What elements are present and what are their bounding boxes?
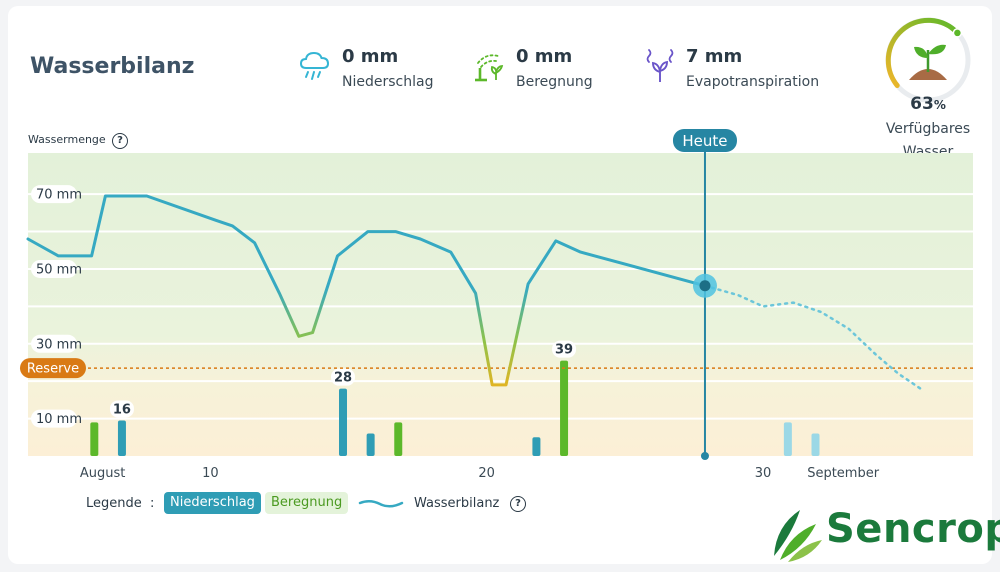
today-badge: [672, 129, 737, 152]
y-tick-background: [31, 185, 77, 204]
irrigation-label: Beregnung: [516, 74, 593, 90]
stat-evapotranspiration: 7 mm Evapotranspiration: [642, 42, 842, 98]
legend-title: Legende :: [86, 496, 155, 511]
page-title: Wasserbilanz: [30, 54, 195, 79]
reserve-badge: [20, 358, 86, 379]
y-tick-label: 70 mm: [36, 188, 82, 203]
bar-forecast[interactable]: [783, 422, 792, 456]
today-point[interactable]: [699, 280, 711, 292]
evapotranspiration-value: 7 mm: [686, 46, 743, 67]
sencrop-leaf-icon: [774, 510, 822, 562]
bar-precipitation[interactable]: [366, 433, 375, 456]
legend-item-precipitation[interactable]: Niederschlag: [164, 492, 261, 514]
reserve-label: Reserve: [27, 362, 79, 377]
bar-label-background: [331, 368, 355, 386]
bar-irrigation[interactable]: [394, 422, 403, 456]
available-water-gauge: 63% Verfügbares Wasser: [878, 14, 978, 164]
x-tick-label: 10: [202, 466, 219, 481]
bar-precipitation[interactable]: [532, 437, 541, 456]
gauge-percent: 63%: [910, 94, 946, 114]
water-balance-line-icon: [358, 500, 404, 508]
bar-irrigation[interactable]: [560, 360, 569, 456]
gauge-knob: [952, 28, 963, 38]
y-tick-background: [31, 409, 77, 428]
legend-item-irrigation[interactable]: Beregnung: [265, 492, 349, 514]
x-tick-label: 20: [478, 466, 495, 481]
y-tick-label: 30 mm: [36, 337, 82, 352]
x-tick-label: September: [807, 466, 880, 481]
rain-cloud-icon: [299, 51, 330, 80]
stat-precipitation: 0 mm Niederschlag: [298, 42, 448, 98]
y-tick-background: [31, 334, 77, 353]
water-balance-line: [26, 194, 707, 387]
sprinkler-icon: [475, 54, 504, 82]
bar-value-label: 28: [334, 371, 352, 386]
precipitation-value: 0 mm: [342, 46, 399, 67]
evapotranspiration-label: Evapotranspiration: [686, 74, 820, 90]
y-tick-background: [31, 259, 77, 278]
stat-irrigation: 0 mm Beregnung: [472, 42, 612, 98]
gauge-fill-arc: [885, 17, 960, 88]
y-tick-label: 50 mm: [36, 262, 82, 277]
legend-item-water-balance[interactable]: Wasserbilanz: [414, 496, 500, 511]
today-axis-dot: [700, 452, 709, 460]
y-tick-label: 10 mm: [36, 412, 82, 427]
evapotranspiration-icon: [646, 49, 674, 82]
forecast-line: [703, 284, 925, 392]
irrigation-value: 0 mm: [516, 46, 573, 67]
sprout-icon: [909, 44, 947, 80]
precipitation-label: Niederschlag: [342, 74, 434, 90]
bar-value-label: 39: [555, 343, 573, 358]
legend-help-icon[interactable]: ?: [510, 496, 526, 512]
bar-irrigation[interactable]: [90, 422, 99, 456]
bar-precipitation[interactable]: [339, 388, 347, 456]
x-tick-label: August: [80, 466, 126, 481]
x-tick-label: 30: [755, 466, 772, 481]
today-label: Heute: [682, 132, 727, 150]
sencrop-logo: Sencrop: [770, 500, 1000, 566]
y-axis-title: Wassermenge: [28, 133, 106, 146]
chart-zone-background: [28, 153, 973, 456]
bar-forecast[interactable]: [811, 433, 820, 456]
bar-label-background: [109, 400, 134, 418]
bar-value-label: 16: [113, 402, 131, 417]
bar-precipitation[interactable]: [117, 420, 126, 456]
bar-label-background: [552, 340, 577, 358]
help-icon[interactable]: ?: [112, 133, 128, 149]
